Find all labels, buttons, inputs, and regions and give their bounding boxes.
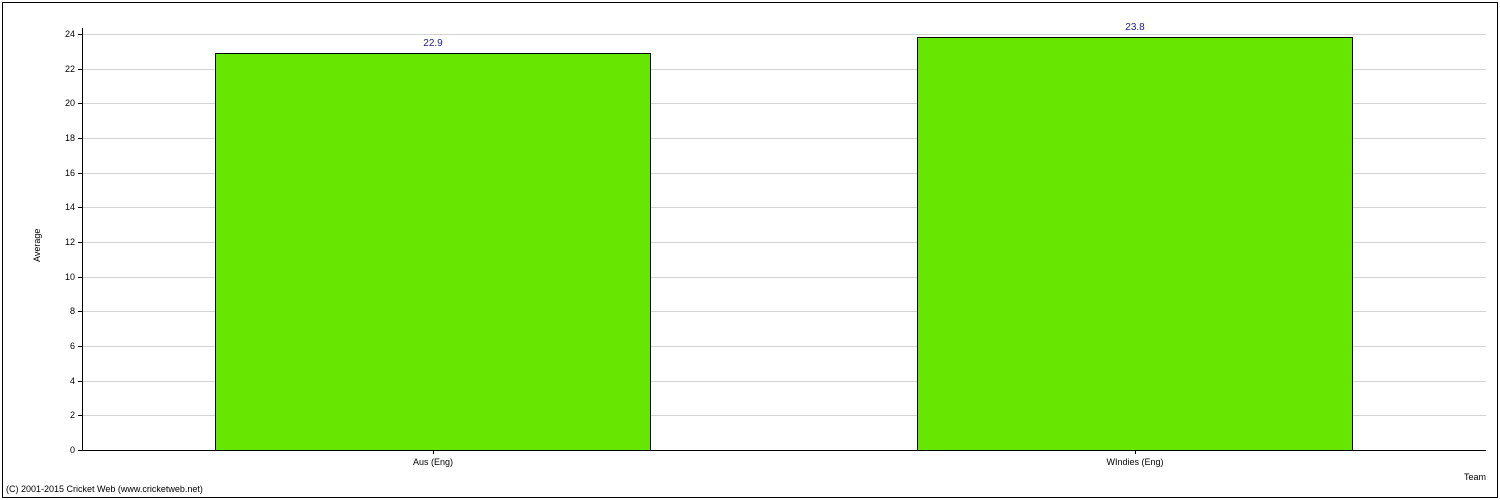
bar (917, 37, 1352, 450)
y-tick-label: 8 (70, 306, 75, 316)
y-tick-label: 12 (65, 237, 75, 247)
gridline (82, 34, 1486, 35)
x-tick-label: Aus (Eng) (413, 457, 453, 467)
bar (215, 53, 650, 450)
y-tick-label: 10 (65, 272, 75, 282)
copyright-text: (C) 2001-2015 Cricket Web (www.cricketwe… (6, 484, 203, 494)
bar-value-label: 23.8 (1125, 22, 1144, 33)
y-tick-label: 0 (70, 445, 75, 455)
y-axis (82, 28, 83, 450)
y-tick-label: 16 (65, 168, 75, 178)
x-axis (82, 450, 1486, 451)
x-tick-label: WIndies (Eng) (1106, 457, 1163, 467)
bar-value-label: 22.9 (423, 38, 442, 49)
y-tick-label: 2 (70, 410, 75, 420)
y-tick-label: 24 (65, 29, 75, 39)
y-tick-label: 18 (65, 133, 75, 143)
y-tick-label: 4 (70, 376, 75, 386)
y-tick-label: 20 (65, 98, 75, 108)
y-tick-label: 6 (70, 341, 75, 351)
y-tick-label: 22 (65, 64, 75, 74)
y-axis-title: Average (32, 229, 42, 262)
y-tick-label: 14 (65, 202, 75, 212)
x-axis-title: Team (1464, 472, 1486, 482)
